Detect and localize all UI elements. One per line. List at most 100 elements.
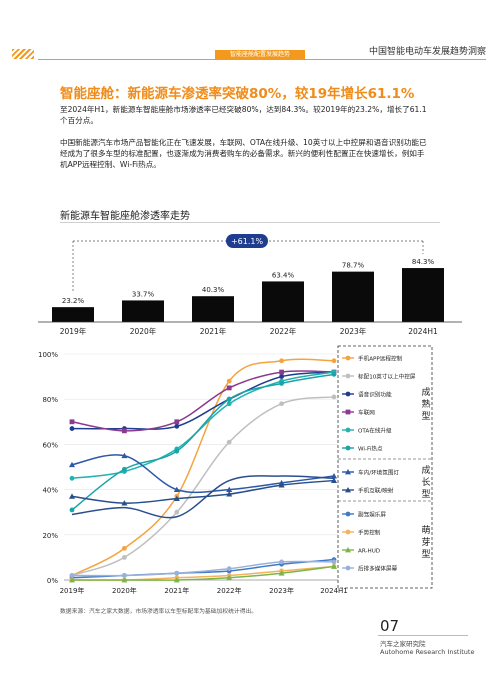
bar-chart: 23.2% 2019年 33.7% 2020年 40.3% 2021年 63.4% 2022年…	[38, 234, 462, 336]
data-point	[278, 482, 285, 488]
legend-group-label: 型	[421, 549, 430, 560]
legend-box	[337, 345, 433, 589]
bar	[52, 307, 94, 322]
section-divider	[60, 222, 440, 223]
bar-category-label: 2019年	[60, 326, 87, 336]
bar-value-label: 33.7%	[132, 290, 155, 298]
data-point	[226, 396, 232, 402]
data-point	[173, 577, 180, 583]
legend-group-label: 长	[421, 476, 430, 488]
y-tick-label: 0%	[47, 577, 58, 585]
data-point	[226, 574, 233, 581]
report-title: 中国智能电动车发展趋势洞察	[368, 47, 486, 57]
bar-category-label: 2024H1	[408, 327, 438, 336]
data-point	[69, 419, 75, 425]
data-point	[331, 371, 337, 377]
data-point	[174, 423, 180, 429]
data-point	[69, 426, 75, 431]
annotation-pill	[226, 234, 268, 248]
legend-group-label: 熟	[421, 398, 430, 410]
series-line	[71, 560, 335, 577]
data-point	[279, 401, 284, 407]
x-tick-label: 2020年	[112, 586, 137, 595]
footer-divider	[378, 635, 468, 636]
legend-group-label: 成	[421, 386, 430, 398]
data-point	[345, 487, 351, 493]
data-point	[331, 358, 337, 364]
line-chart: 0% 20% 40% 60% 80% 100% 2019年 2020年 2021年 2022年 20…	[38, 345, 433, 595]
series-line	[71, 371, 335, 480]
data-point	[279, 358, 284, 364]
data-point	[226, 486, 233, 492]
data-point	[69, 507, 75, 513]
data-point	[122, 466, 127, 472]
bar	[262, 281, 304, 322]
legend-label: 标配10英寸以上中控屏	[358, 373, 416, 381]
data-point	[331, 477, 337, 483]
data-point	[279, 559, 284, 565]
series-line	[71, 454, 335, 494]
data-point	[173, 486, 180, 492]
legend-label: 手机APP远程控制	[358, 355, 403, 363]
data-point	[345, 427, 351, 433]
series-line	[72, 565, 335, 581]
bar-value-label: 63.4%	[272, 271, 295, 279]
legend-label: 手机互联/映射	[358, 487, 394, 495]
legend-label: AR-HUD	[358, 549, 380, 555]
bar-category-label: 2021年	[200, 326, 227, 336]
data-point	[345, 373, 351, 379]
data-point	[69, 577, 75, 583]
bar-value-label: 40.3%	[202, 286, 225, 294]
source-note: 数据来源：汽车之家大数据，市场渗透率以车型标配率为基础加权统计得出。	[60, 609, 258, 615]
data-point	[331, 473, 337, 479]
x-tick-label: 2024H1	[320, 587, 348, 595]
series-line	[71, 479, 335, 504]
data-point	[345, 547, 351, 553]
legend-label: 车联网	[358, 409, 375, 417]
body-paragraph: 中国新能源汽车市场产品智能化正在飞速发展，车联网、OTA在线升级、10英寸以上中…	[60, 138, 427, 169]
bar-value-label: 78.7%	[342, 262, 365, 270]
bar	[402, 268, 444, 322]
series-line	[71, 358, 335, 577]
bar-category-label: 2022年	[270, 326, 297, 336]
bar-category-label: 2020年	[130, 326, 157, 336]
data-point	[331, 394, 337, 400]
data-point	[345, 529, 351, 535]
data-point	[345, 565, 351, 571]
series-line	[71, 565, 335, 581]
header-stripes	[12, 49, 34, 59]
growth-annotation: +61.1%	[231, 237, 264, 246]
data-point	[122, 555, 127, 560]
x-tick-label: 2023年	[269, 586, 294, 595]
data-point	[122, 428, 127, 434]
data-point	[173, 495, 180, 502]
series-line	[71, 396, 335, 577]
data-point	[121, 577, 128, 583]
page-number: 07	[380, 617, 400, 635]
chart-section-title: 新能源车智能座舱渗透率走势	[60, 211, 190, 222]
data-point	[69, 573, 75, 578]
legend-label: 手势控制	[358, 529, 381, 537]
data-point	[69, 475, 75, 481]
series-line	[71, 371, 335, 430]
bar	[192, 296, 234, 322]
data-point	[345, 511, 351, 517]
data-point	[226, 401, 232, 407]
data-point	[69, 461, 75, 468]
page-title: 智能座舱：新能源车渗透率突破80%，较19年增长61.1%	[60, 86, 415, 102]
bar-value-label: 84.3%	[412, 258, 435, 266]
data-point	[279, 374, 284, 379]
legend-label: OTA在线升级	[358, 427, 392, 435]
data-point	[345, 445, 351, 451]
data-point	[345, 469, 351, 475]
x-tick-label: 2021年	[164, 586, 189, 595]
legend-label: Wi-Fi热点	[358, 445, 383, 453]
data-point	[121, 452, 128, 459]
bar-category-label: 2023年	[340, 326, 367, 336]
legend-group-label: 萌	[421, 524, 430, 536]
data-point	[226, 385, 232, 391]
section-tag: 智能座舱配置发展趋势	[215, 50, 305, 60]
series-line	[71, 475, 335, 519]
legend-label: 后排多媒体屏幕	[358, 565, 398, 573]
data-point	[331, 559, 337, 565]
